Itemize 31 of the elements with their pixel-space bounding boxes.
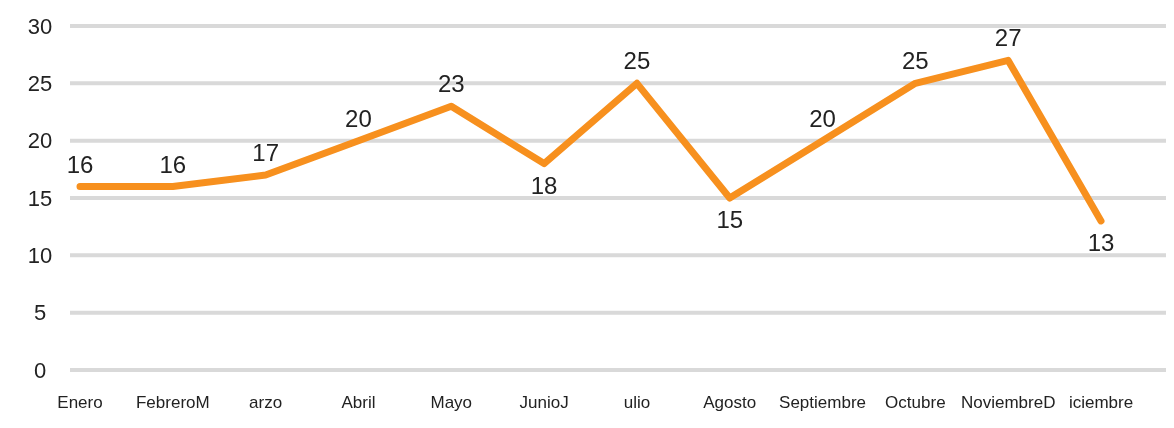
x-tick-label: JunioJ [519,393,569,412]
data-label: 20 [809,104,836,132]
x-tick-label: Abril [341,393,376,412]
y-tick-label: 0 [33,357,47,383]
data-label: 20 [345,104,372,132]
y-tick-label: 5 [33,300,47,326]
y-tick-label: 15 [27,185,53,211]
data-label: 16 [159,150,187,178]
x-tick-label: Enero [57,393,103,412]
x-tick-label: arzo [249,393,283,412]
data-label: 17 [252,139,279,167]
x-tick-label: FebreroM [135,393,210,412]
data-label: 27 [994,24,1022,52]
data-label: 18 [530,171,558,199]
data-label: 13 [1087,228,1115,256]
x-tick-label: Agosto [703,393,757,412]
data-label: 15 [716,206,744,233]
x-tick-label: iciembre [1068,393,1134,412]
x-tick-label: Octubre [885,393,946,412]
data-label: 16 [66,150,94,178]
x-tick-label: NoviembreD [960,393,1056,412]
data-label: 25 [623,47,651,75]
x-tick-label: Mayo [430,393,473,412]
y-tick-label: 30 [27,13,53,39]
y-tick-label: 10 [27,243,53,269]
data-label: 25 [902,47,929,75]
data-label: 23 [437,70,465,98]
y-tick-label: 20 [27,128,53,154]
x-tick-label: Septiembre [779,393,867,412]
x-tick-label: ulio [623,393,651,412]
y-tick-label: 25 [27,71,53,97]
